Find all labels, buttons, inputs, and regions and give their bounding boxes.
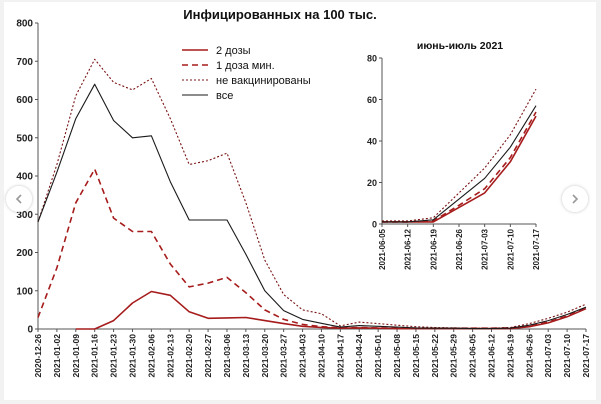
next-slide-button[interactable] bbox=[562, 186, 588, 212]
inset-series-line-3 bbox=[382, 105, 537, 223]
main-y-tick-label: 700 bbox=[16, 57, 33, 68]
main-x-tick-label: 2021-02-06 bbox=[146, 334, 156, 378]
main-y-tick-label: 300 bbox=[16, 210, 33, 221]
main-x-tick-label: 2021-03-20 bbox=[260, 334, 270, 378]
main-x-tick-label: 2021-06-05 bbox=[468, 334, 478, 378]
main-y-tick-label: 400 bbox=[16, 172, 33, 183]
main-y-tick-label: 600 bbox=[16, 95, 33, 106]
legend-label-1: 1 доза мин. bbox=[216, 60, 275, 72]
legend-label-3: все bbox=[216, 90, 233, 102]
inset-x-tick-label: 2021-07-03 bbox=[481, 228, 490, 269]
main-x-tick-label: 2021-07-17 bbox=[581, 334, 591, 378]
inset-x-tick-label: 2021-06-26 bbox=[455, 228, 464, 269]
main-x-tick-label: 2021-03-27 bbox=[279, 334, 289, 378]
main-x-tick-label: 2021-05-22 bbox=[430, 334, 440, 378]
chart-card: 0 100 200 300 400 500 600 700 800 2020-12-26 2021-… bbox=[4, 2, 596, 400]
inset-series-line-1 bbox=[382, 111, 537, 223]
main-x-tick-label: 2021-02-27 bbox=[203, 334, 213, 378]
main-x-tick-label: 2021-07-10 bbox=[562, 334, 572, 378]
main-x-tick-label: 2021-02-13 bbox=[165, 334, 175, 378]
inset-x-tick-label: 2021-06-05 bbox=[378, 228, 387, 269]
chevron-left-icon bbox=[13, 193, 25, 205]
main-x-tick-label: 2021-04-10 bbox=[316, 334, 326, 378]
main-x-tick-label: 2021-03-13 bbox=[241, 334, 251, 378]
main-y-tick-label: 200 bbox=[16, 248, 33, 259]
main-x-tick-label: 2021-04-24 bbox=[354, 334, 364, 378]
inset-y-tick-label: 20 bbox=[367, 178, 377, 188]
main-series-line-2 bbox=[37, 58, 587, 329]
main-y-tick-label: 100 bbox=[16, 286, 33, 297]
main-x-tick-label: 2021-01-16 bbox=[90, 334, 100, 378]
main-x-tick-label: 2021-01-02 bbox=[52, 334, 62, 378]
inset-title: июнь-июль 2021 bbox=[417, 40, 503, 52]
inset-y-tick-label: 0 bbox=[372, 220, 377, 230]
inset-x-tick-label: 2021-07-17 bbox=[532, 228, 541, 269]
main-x-tick-label: 2021-05-15 bbox=[411, 334, 421, 378]
legend-label-0: 2 дозы bbox=[216, 45, 251, 57]
main-x-tick-label: 2021-05-01 bbox=[373, 334, 383, 378]
main-x-tick-label: 2021-03-06 bbox=[222, 334, 232, 378]
prev-slide-button[interactable] bbox=[6, 186, 32, 212]
main-x-tick-label: 2021-06-12 bbox=[487, 334, 497, 378]
main-series-line-1 bbox=[37, 168, 587, 329]
main-x-tick-label: 2021-04-03 bbox=[298, 334, 308, 378]
main-x-tick-label: 2021-02-20 bbox=[184, 334, 194, 378]
inset-series-line-2 bbox=[382, 88, 537, 222]
main-y-tick-label: 800 bbox=[16, 19, 33, 30]
main-x-tick-label: 2021-01-30 bbox=[127, 334, 137, 378]
legend-label-2: не вакцинированы bbox=[216, 75, 311, 87]
main-x-tick-label: 2021-04-17 bbox=[335, 334, 345, 378]
inset-y-tick-label: 60 bbox=[367, 95, 377, 105]
inset-y-tick-label: 40 bbox=[367, 137, 377, 147]
inset-x-tick-label: 2021-06-12 bbox=[404, 228, 413, 269]
inset-x-tick-label: 2021-07-10 bbox=[506, 228, 515, 269]
main-series-line-0 bbox=[75, 290, 587, 330]
main-x-tick-label: 2021-01-23 bbox=[109, 334, 119, 378]
main-x-tick-label: 2021-07-03 bbox=[543, 334, 553, 378]
main-x-tick-label: 2021-05-08 bbox=[392, 334, 402, 378]
main-x-tick-label: 2021-01-09 bbox=[71, 334, 81, 378]
main-series-line-3 bbox=[37, 83, 587, 330]
main-y-tick-label: 500 bbox=[16, 133, 33, 144]
main-x-tick-label: 2020-12-26 bbox=[33, 334, 43, 378]
chevron-right-icon bbox=[569, 193, 581, 205]
main-x-tick-label: 2021-06-26 bbox=[524, 334, 534, 378]
inset-y-tick-label: 80 bbox=[367, 54, 377, 64]
main-title: Инфицированных на 100 тыс. bbox=[183, 7, 376, 22]
main-x-tick-label: 2021-05-29 bbox=[449, 334, 459, 378]
inset-x-tick-label: 2021-06-19 bbox=[429, 228, 438, 269]
main-y-tick-label: 0 bbox=[27, 325, 33, 336]
main-x-tick-label: 2021-06-19 bbox=[505, 334, 515, 378]
